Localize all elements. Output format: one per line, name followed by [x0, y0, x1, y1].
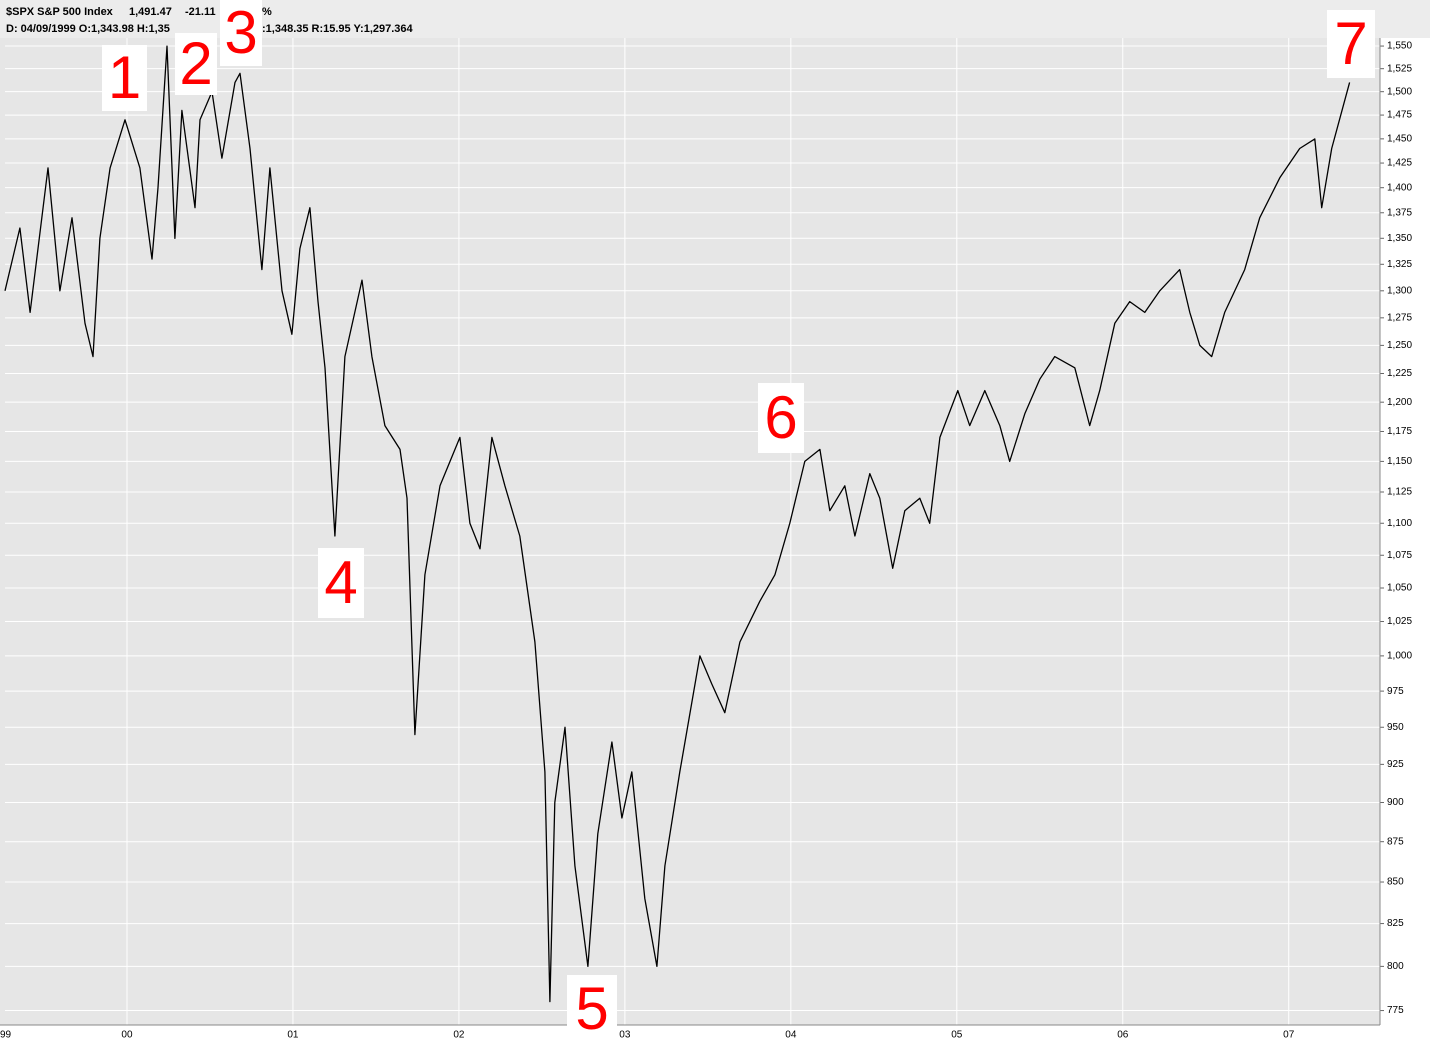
annotation-label: 1 [108, 44, 141, 111]
y-tick-label: 875 [1387, 836, 1404, 847]
x-tick-label: 03 [619, 1030, 631, 1041]
annotation-box [1327, 10, 1375, 78]
chart-title: $SPX S&P 500 Index [6, 6, 114, 18]
y-tick-label: 1,475 [1387, 110, 1412, 121]
annotation-box [175, 33, 217, 95]
y-tick-label: 825 [1387, 918, 1404, 929]
y-tick-label: 1,525 [1387, 63, 1412, 74]
y-tick-label: 1,375 [1387, 207, 1412, 218]
annotation-box [567, 975, 617, 1043]
y-tick-label: 1,100 [1387, 518, 1412, 529]
x-tick-label: 05 [951, 1030, 963, 1041]
annotation-label: 6 [764, 384, 797, 451]
header-value: -21.11 [185, 6, 216, 18]
y-tick-label: 1,550 [1387, 41, 1412, 52]
y-tick-label: 850 [1387, 877, 1404, 888]
x-tick-label: 02 [453, 1030, 465, 1041]
y-tick-label: 1,050 [1387, 583, 1412, 594]
y-tick-label: 1,250 [1387, 340, 1412, 351]
y-tick-label: 900 [1387, 797, 1404, 808]
y-tick-label: 925 [1387, 759, 1404, 770]
x-tick-label: 99 [0, 1030, 12, 1041]
annotation-label: 5 [575, 975, 608, 1042]
y-tick-label: 1,275 [1387, 312, 1412, 323]
y-tick-label: 1,425 [1387, 158, 1412, 169]
plot-area [0, 38, 1380, 1025]
annotation-label: 3 [224, 0, 257, 66]
annotation-box [758, 383, 804, 453]
header-detail: :1,348.35 R:15.95 Y:1,297.364 [262, 23, 414, 35]
x-tick-label: 04 [785, 1030, 797, 1041]
annotation-label: 2 [179, 30, 212, 97]
x-tick-label: 06 [1117, 1030, 1129, 1041]
annotation-box [318, 548, 364, 618]
annotation-label: 4 [324, 549, 357, 616]
price-line [4, 45, 1351, 1003]
header-value: % [262, 6, 272, 18]
y-tick-label: 800 [1387, 961, 1404, 972]
y-tick-label: 1,300 [1387, 285, 1412, 296]
x-tick-label: 01 [287, 1030, 299, 1041]
x-tick-label: 00 [121, 1030, 133, 1041]
annotation-box [220, 0, 262, 66]
y-tick-label: 1,400 [1387, 182, 1412, 193]
annotation-label: 7 [1334, 10, 1367, 77]
y-tick-label: 1,225 [1387, 368, 1412, 379]
y-tick-label: 1,150 [1387, 456, 1412, 467]
y-tick-label: 1,075 [1387, 550, 1412, 561]
y-tick-label: 775 [1387, 1005, 1404, 1016]
y-tick-label: 1,025 [1387, 616, 1412, 627]
y-tick-label: 950 [1387, 722, 1404, 733]
y-tick-label: 1,450 [1387, 133, 1412, 144]
annotation-box [102, 45, 147, 111]
y-tick-label: 1,350 [1387, 233, 1412, 244]
y-tick-label: 975 [1387, 686, 1404, 697]
y-tick-label: 1,000 [1387, 651, 1412, 662]
header-detail: D: 04/09/1999 O:1,343.98 H:1,35 [6, 23, 170, 35]
y-tick-label: 1,325 [1387, 259, 1412, 270]
y-tick-label: 1,125 [1387, 487, 1412, 498]
header-value: 1,491.47 [129, 6, 172, 18]
y-tick-label: 1,175 [1387, 426, 1412, 437]
y-tick-label: 1,500 [1387, 86, 1412, 97]
y-tick-label: 1,200 [1387, 397, 1412, 408]
x-tick-label: 07 [1283, 1030, 1295, 1041]
